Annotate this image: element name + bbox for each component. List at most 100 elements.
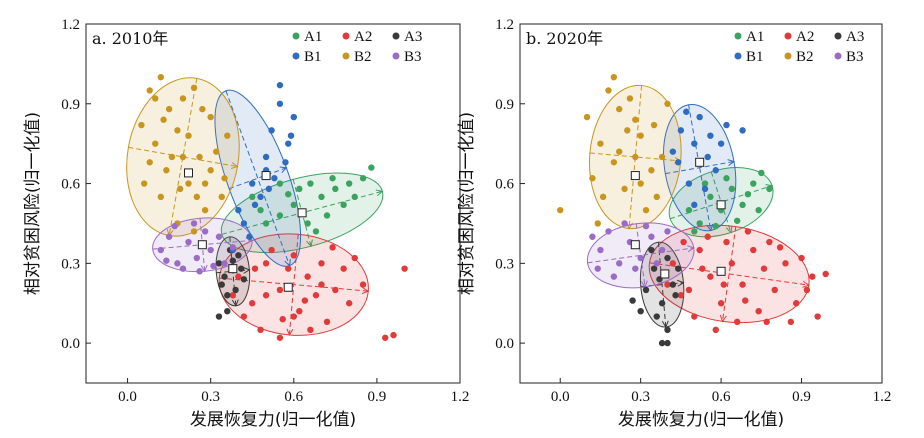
data-point-a2 (707, 273, 714, 280)
data-point-a2 (763, 318, 770, 326)
data-point-b3 (174, 260, 181, 267)
legend-marker-a3 (834, 32, 842, 40)
data-point-a1 (276, 180, 284, 187)
data-point-b3 (642, 222, 650, 230)
data-point-a1 (329, 175, 336, 182)
data-point-a1 (262, 220, 270, 227)
data-point-b2 (557, 206, 564, 214)
data-point-b2 (146, 159, 153, 166)
data-point-b2 (605, 87, 612, 94)
data-point-b1 (712, 167, 719, 174)
data-point-b3 (632, 265, 639, 272)
legend-marker-a3 (392, 32, 400, 40)
legend-label-a3: A3 (404, 29, 422, 45)
data-point-a1 (351, 193, 358, 201)
data-point-b2 (168, 153, 176, 161)
x-tick-label: 0.0 (551, 389, 570, 405)
data-point-a3 (658, 300, 666, 307)
data-point-a2 (332, 286, 339, 294)
x-tick-label: 1.2 (873, 389, 892, 405)
y-tick-label: 1.2 (61, 17, 80, 33)
data-point-b2 (658, 153, 666, 161)
data-point-a1 (744, 190, 752, 198)
data-point-b2 (179, 95, 187, 102)
x-tick-label: 0.6 (712, 389, 731, 405)
data-point-a3 (642, 286, 650, 294)
data-point-b2 (140, 180, 148, 187)
data-point-b2 (163, 167, 170, 174)
data-point-a2 (323, 318, 331, 326)
data-point-a1 (758, 169, 765, 177)
data-point-a1 (712, 222, 719, 230)
data-point-a3 (235, 252, 242, 259)
data-point-a2 (739, 281, 746, 288)
data-point-a1 (755, 206, 762, 214)
axis-arrowhead (361, 287, 370, 295)
data-point-b1 (683, 108, 690, 115)
data-point-a3 (675, 265, 682, 272)
data-point-b2 (157, 193, 164, 201)
data-point-b2 (201, 206, 209, 214)
data-point-b1 (704, 153, 711, 161)
y-tick-label: 0.3 (61, 256, 80, 272)
data-point-b1 (685, 180, 693, 187)
data-point-a1 (340, 201, 347, 209)
data-point-a3 (240, 276, 248, 283)
data-point-a1 (750, 180, 757, 187)
y-tick-label: 0.0 (495, 336, 514, 352)
data-point-a2 (240, 313, 248, 320)
y-tick-label: 1.2 (495, 17, 514, 33)
legend-label-b2: B2 (796, 49, 814, 65)
ellipse-minor-axis (168, 78, 198, 236)
data-point-a2 (276, 286, 284, 294)
axis-arrowhead (375, 189, 384, 197)
data-point-b2 (664, 100, 671, 107)
data-point-b2 (165, 105, 173, 113)
data-point-a2 (307, 326, 314, 334)
data-point-a2 (734, 318, 741, 326)
panel-b: 0.0 0.3 0.6 0.9 1.2 0.0 0.3 0.6 0.9 1.2 b. 2020年发展… (457, 17, 891, 430)
data-point-a1 (728, 185, 736, 193)
data-point-b1 (240, 220, 248, 227)
data-point-b3 (196, 268, 203, 275)
ellipse-minor-axis (688, 104, 712, 231)
centroid-marker-b1 (695, 157, 705, 167)
legend-marker-a2 (784, 32, 792, 40)
data-point-b3 (605, 228, 612, 235)
axis-arrowhead (284, 258, 291, 267)
data-point-b2 (624, 127, 631, 134)
data-point-b1 (276, 100, 284, 107)
data-point-b3 (201, 228, 209, 235)
data-point-a2 (290, 252, 297, 259)
data-point-b2 (157, 73, 164, 81)
data-point-a2 (680, 238, 687, 246)
data-point-b3 (193, 254, 201, 262)
data-point-a1 (766, 185, 773, 193)
data-point-a1 (323, 212, 331, 219)
x-tick-label: 0.3 (631, 389, 650, 405)
legend-label-b1: B1 (746, 49, 764, 65)
data-point-a1 (276, 212, 284, 219)
data-point-b3 (229, 244, 237, 251)
axis-arrowhead (725, 225, 733, 234)
data-point-b2 (138, 121, 145, 129)
data-point-b2 (213, 148, 220, 155)
data-point-b1 (701, 185, 709, 193)
y-axis-label: 相对贫困风险(归一化值) (23, 112, 43, 295)
data-point-a3 (664, 254, 671, 262)
data-point-a3 (215, 260, 223, 267)
centroid-marker-a1 (297, 208, 307, 218)
data-point-a1 (345, 180, 353, 187)
data-point-b2 (193, 193, 201, 201)
data-point-a1 (307, 180, 314, 187)
data-point-b3 (653, 260, 660, 267)
data-point-a2 (329, 244, 336, 251)
axis-arrowhead (231, 299, 239, 307)
data-point-b3 (589, 233, 596, 240)
data-point-a3 (229, 257, 237, 264)
data-point-b3 (610, 273, 618, 280)
data-point-b3 (597, 246, 604, 254)
centroid-marker-a2 (716, 266, 726, 276)
centroid-marker-a1 (716, 200, 726, 210)
data-point-a1 (734, 217, 741, 224)
